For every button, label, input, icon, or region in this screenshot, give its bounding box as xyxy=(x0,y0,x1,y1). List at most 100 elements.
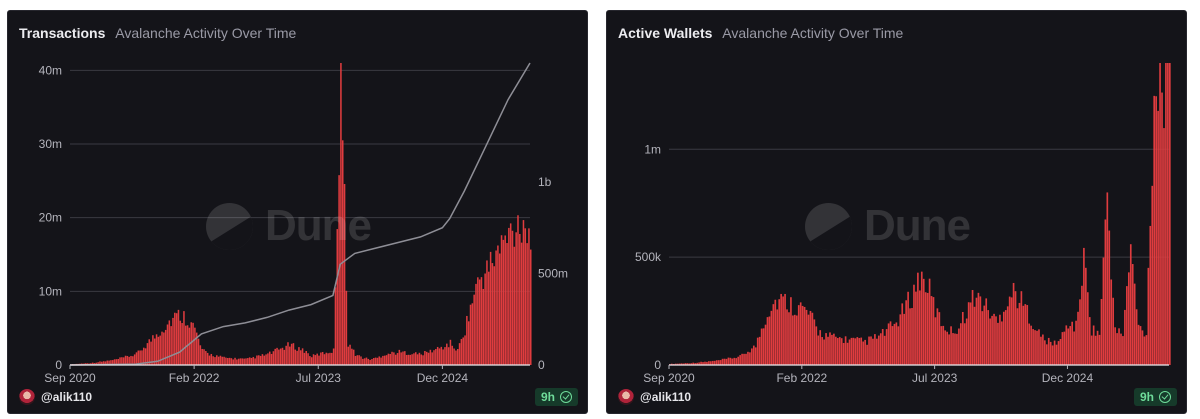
bar xyxy=(670,363,673,365)
bar xyxy=(336,229,339,365)
bar xyxy=(1047,337,1050,365)
bar xyxy=(206,352,209,365)
bar xyxy=(893,323,896,365)
bar xyxy=(909,308,911,365)
bar xyxy=(952,333,954,365)
bar xyxy=(1075,320,1077,365)
bar xyxy=(126,355,129,365)
bar xyxy=(456,349,459,365)
bar xyxy=(924,292,927,365)
y-tick-label: 0 xyxy=(55,358,62,372)
author-footer[interactable]: @alik110 xyxy=(618,389,691,405)
bar xyxy=(985,298,988,365)
bar xyxy=(161,331,163,365)
refresh-badge[interactable]: 9h xyxy=(1133,388,1177,406)
bar xyxy=(1106,192,1109,365)
bar xyxy=(464,335,466,365)
bar xyxy=(502,239,505,365)
bar xyxy=(382,355,384,365)
bar xyxy=(334,287,337,365)
bar xyxy=(674,363,677,365)
bar xyxy=(349,344,351,365)
bar xyxy=(1061,332,1064,365)
bar xyxy=(1133,283,1136,365)
refresh-badge[interactable]: 9h xyxy=(534,388,578,406)
bar xyxy=(289,346,291,365)
bar xyxy=(768,316,771,365)
bar xyxy=(1065,325,1068,365)
bar xyxy=(276,347,278,365)
bar xyxy=(903,313,906,365)
bar xyxy=(363,358,366,365)
author-footer[interactable]: @alik110 xyxy=(19,389,92,405)
bar xyxy=(764,324,767,365)
bar xyxy=(261,354,264,365)
author-name[interactable]: @alik110 xyxy=(640,390,692,404)
bar xyxy=(907,291,909,365)
bar xyxy=(137,350,140,365)
bar xyxy=(172,317,174,365)
bar xyxy=(478,279,481,365)
bar xyxy=(1077,311,1079,365)
bar xyxy=(799,302,802,365)
bar xyxy=(979,296,982,365)
bar xyxy=(489,251,492,365)
bar xyxy=(819,330,822,365)
check-circle-icon xyxy=(560,391,572,403)
bar xyxy=(1131,264,1134,365)
bar xyxy=(692,362,695,365)
bar xyxy=(708,361,710,365)
bar xyxy=(879,333,882,365)
bar xyxy=(95,362,98,365)
bar xyxy=(1108,230,1111,365)
bar xyxy=(270,353,273,365)
bar xyxy=(835,336,837,365)
bar xyxy=(803,306,806,365)
bar xyxy=(698,362,700,365)
bar xyxy=(848,339,851,365)
bar xyxy=(201,348,203,365)
bar xyxy=(1153,95,1156,366)
bar xyxy=(389,353,391,365)
bar xyxy=(1004,310,1007,365)
bar xyxy=(351,348,353,365)
bar xyxy=(387,353,390,365)
bar xyxy=(477,277,479,365)
bar xyxy=(721,358,724,365)
bar xyxy=(398,349,401,365)
bar xyxy=(891,326,894,365)
bar xyxy=(402,351,404,365)
bar xyxy=(747,351,749,365)
bar xyxy=(164,329,167,365)
y-right-tick-label: 500m xyxy=(538,266,568,280)
bar xyxy=(776,309,779,365)
bar xyxy=(899,314,902,365)
bar xyxy=(1030,325,1032,365)
bar xyxy=(825,333,827,365)
bar xyxy=(1038,329,1040,365)
bar xyxy=(922,278,925,365)
bar xyxy=(486,260,488,365)
bar xyxy=(433,350,435,365)
bar xyxy=(1001,321,1003,365)
bar xyxy=(409,354,412,365)
author-name[interactable]: @alik110 xyxy=(41,390,93,404)
bar xyxy=(108,360,110,365)
bar xyxy=(1110,279,1113,365)
bar xyxy=(442,349,444,365)
bar xyxy=(788,312,790,365)
bar xyxy=(155,334,158,365)
bar xyxy=(422,355,424,365)
bar xyxy=(243,358,245,365)
bar xyxy=(1024,304,1027,365)
bar xyxy=(1028,323,1031,365)
active-wallets-panel: Active Wallets Avalanche Activity Over T… xyxy=(606,10,1187,414)
bar xyxy=(405,354,408,365)
bar xyxy=(1149,225,1152,365)
bar xyxy=(967,302,970,365)
bar xyxy=(778,299,781,365)
bar xyxy=(365,357,368,365)
bar xyxy=(190,322,193,365)
bar xyxy=(975,297,978,365)
refresh-badge-label: 9h xyxy=(1139,390,1154,404)
